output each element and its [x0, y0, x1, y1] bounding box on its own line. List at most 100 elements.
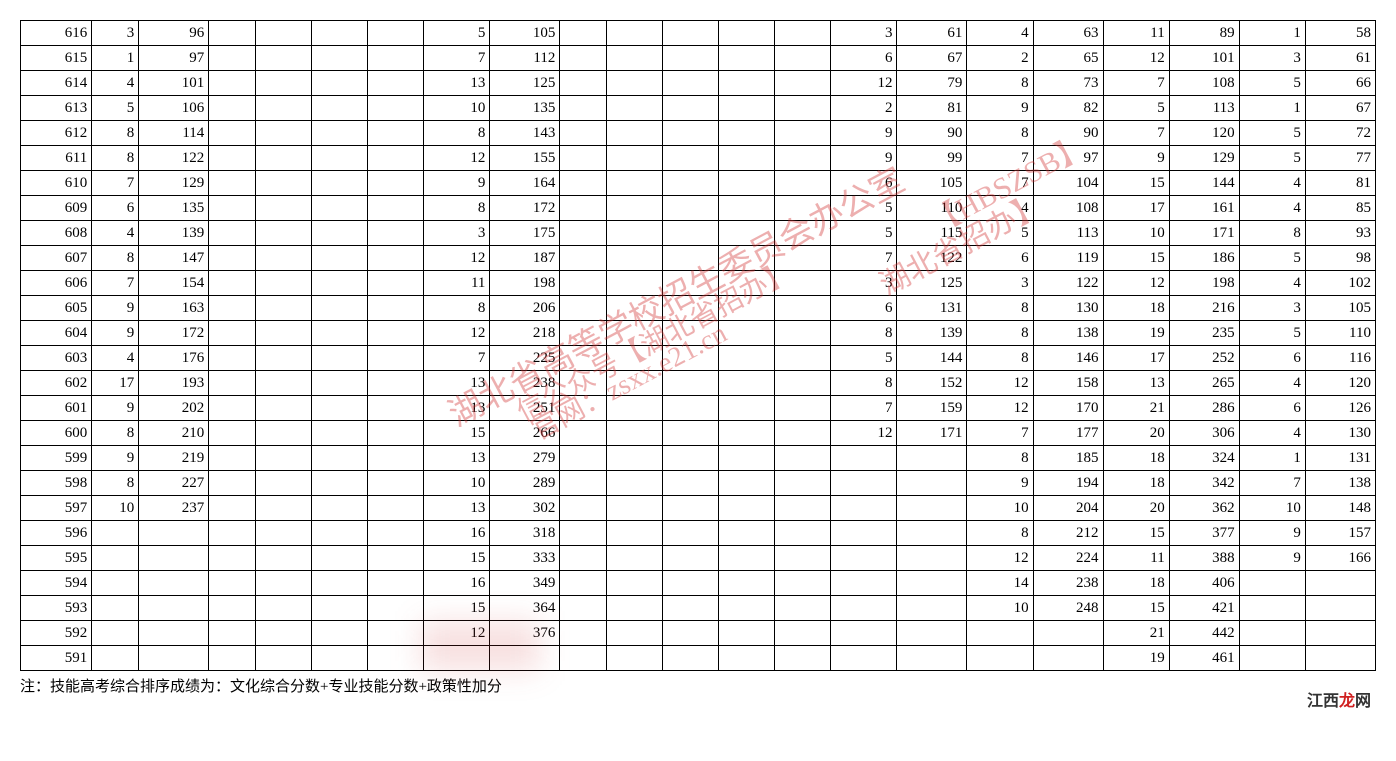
table-cell: [831, 446, 897, 471]
table-cell: 108: [1033, 196, 1103, 221]
table-cell: 93: [1305, 221, 1375, 246]
table-cell: [139, 596, 209, 621]
table-cell: 616: [21, 21, 92, 46]
table-cell: [209, 596, 256, 621]
table-row: 6118122121559997979129577: [21, 146, 1376, 171]
table-cell: 604: [21, 321, 92, 346]
table-cell: [663, 221, 719, 246]
table-cell: [663, 246, 719, 271]
table-cell: [312, 321, 368, 346]
table-cell: [719, 421, 775, 446]
table-cell: [607, 221, 663, 246]
table-cell: 5: [1239, 246, 1305, 271]
table-cell: 13: [424, 396, 490, 421]
table-cell: [256, 646, 312, 671]
table-cell: [312, 21, 368, 46]
table-cell: 154: [139, 271, 209, 296]
table-cell: 15: [1103, 596, 1169, 621]
table-cell: [209, 521, 256, 546]
table-cell: [719, 46, 775, 71]
table-cell: 611: [21, 146, 92, 171]
table-cell: [368, 121, 424, 146]
table-cell: 442: [1169, 621, 1239, 646]
table-cell: [1305, 646, 1375, 671]
table-cell: [560, 471, 607, 496]
table-cell: [775, 596, 831, 621]
table-cell: [368, 371, 424, 396]
table-cell: [92, 621, 139, 646]
table-cell: 66: [1305, 71, 1375, 96]
table-cell: 9: [92, 446, 139, 471]
table-cell: 115: [897, 221, 967, 246]
table-cell: 12: [1103, 46, 1169, 71]
table-cell: 4: [1239, 196, 1305, 221]
table-cell: 6: [92, 196, 139, 221]
table-cell: [368, 346, 424, 371]
table-cell: [607, 196, 663, 221]
table-cell: 607: [21, 246, 92, 271]
logo-text-2: 龙: [1339, 693, 1355, 710]
table-cell: [256, 571, 312, 596]
table-cell: 122: [139, 146, 209, 171]
table-cell: 8: [92, 421, 139, 446]
table-cell: [607, 246, 663, 271]
table-cell: 5: [1239, 321, 1305, 346]
table-cell: 333: [490, 546, 560, 571]
table-cell: 204: [1033, 496, 1103, 521]
table-cell: 106: [139, 96, 209, 121]
table-cell: 216: [1169, 296, 1239, 321]
table-cell: 12: [831, 71, 897, 96]
table-cell: 175: [490, 221, 560, 246]
table-cell: 163: [139, 296, 209, 321]
table-cell: [560, 571, 607, 596]
table-cell: [560, 596, 607, 621]
table-cell: 7: [1239, 471, 1305, 496]
table-cell: 12: [424, 146, 490, 171]
table-cell: [1239, 571, 1305, 596]
table-cell: 597: [21, 496, 92, 521]
table-cell: 7: [424, 346, 490, 371]
table-cell: 17: [92, 371, 139, 396]
table-cell: [368, 321, 424, 346]
table-cell: 152: [897, 371, 967, 396]
table-cell: [312, 496, 368, 521]
table-cell: [209, 96, 256, 121]
table-cell: [368, 546, 424, 571]
table-cell: 9: [92, 321, 139, 346]
table-cell: 605: [21, 296, 92, 321]
table-cell: 172: [490, 196, 560, 221]
table-cell: [607, 96, 663, 121]
table-cell: 89: [1169, 21, 1239, 46]
table-cell: 10: [92, 496, 139, 521]
table-cell: 138: [1305, 471, 1375, 496]
table-cell: [897, 571, 967, 596]
table-cell: [560, 421, 607, 446]
table-cell: 13: [1103, 371, 1169, 396]
table-cell: [139, 546, 209, 571]
table-cell: [368, 496, 424, 521]
table-cell: 279: [490, 446, 560, 471]
table-cell: [607, 421, 663, 446]
table-cell: 120: [1305, 371, 1375, 396]
table-cell: [719, 21, 775, 46]
table-cell: 63: [1033, 21, 1103, 46]
table-cell: [1305, 571, 1375, 596]
table-cell: [775, 496, 831, 521]
table-cell: 18: [1103, 446, 1169, 471]
table-body: 6163965105361463118915861519771126672651…: [21, 21, 1376, 671]
table-cell: 105: [490, 21, 560, 46]
table-cell: [312, 171, 368, 196]
table-cell: [663, 196, 719, 221]
table-cell: 3: [1239, 46, 1305, 71]
table-cell: [831, 521, 897, 546]
table-cell: 9: [92, 396, 139, 421]
table-cell: [209, 546, 256, 571]
table-cell: [607, 546, 663, 571]
table-cell: 4: [92, 346, 139, 371]
table-cell: 609: [21, 196, 92, 221]
table-row: 594163491423818406: [21, 571, 1376, 596]
table-cell: 377: [1169, 521, 1239, 546]
table-cell: [560, 346, 607, 371]
table-cell: 122: [897, 246, 967, 271]
table-row: 6034176722551448146172526116: [21, 346, 1376, 371]
